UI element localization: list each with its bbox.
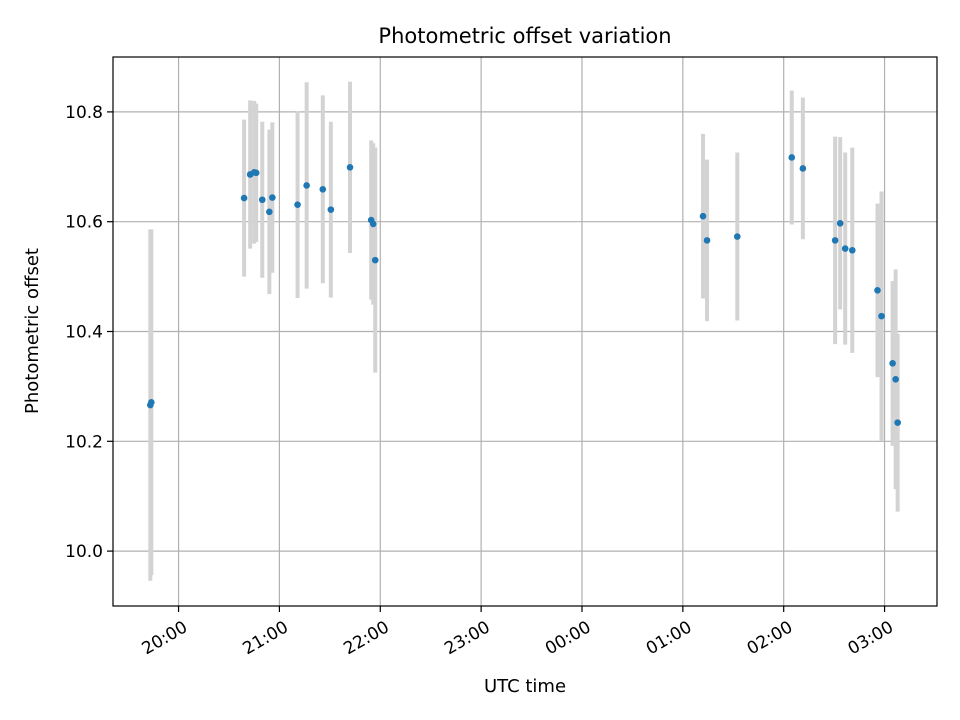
- data-point: [892, 375, 899, 383]
- data-point: [303, 182, 310, 189]
- y-axis-label: Photometric offset: [22, 248, 43, 414]
- data-point: [369, 220, 377, 228]
- data-point: [799, 165, 807, 172]
- data-point: [848, 246, 856, 254]
- data-points: [147, 154, 901, 426]
- data-point: [371, 256, 379, 264]
- data-point: [788, 154, 796, 161]
- data-point: [269, 194, 276, 201]
- data-point: [841, 245, 849, 252]
- y-tick-label: 10.2: [65, 432, 103, 452]
- y-tick-label: 10.8: [65, 103, 103, 123]
- chart-title: Photometric offset variation: [378, 24, 671, 48]
- data-point: [831, 237, 839, 244]
- data-point: [319, 186, 327, 193]
- data-point: [699, 212, 707, 220]
- data-point: [346, 164, 354, 171]
- data-point: [327, 206, 335, 213]
- data-point: [836, 220, 844, 227]
- y-tick-label: 10.4: [65, 323, 103, 343]
- data-point: [266, 208, 273, 216]
- data-point: [874, 287, 881, 294]
- data-point: [258, 196, 266, 204]
- data-point: [734, 233, 741, 240]
- x-axis-label: UTC time: [484, 676, 566, 697]
- data-point: [889, 360, 896, 367]
- data-point: [703, 237, 711, 244]
- data-point: [240, 194, 248, 202]
- data-point: [252, 169, 260, 177]
- data-point: [894, 419, 901, 426]
- y-tick-label: 10.0: [65, 542, 103, 562]
- data-point: [148, 399, 155, 406]
- data-point: [294, 201, 301, 208]
- y-axis-ticks: 10.0 10.2 10.4 10.6 10.8: [65, 103, 113, 562]
- data-point: [878, 312, 885, 320]
- y-tick-label: 10.6: [65, 213, 103, 233]
